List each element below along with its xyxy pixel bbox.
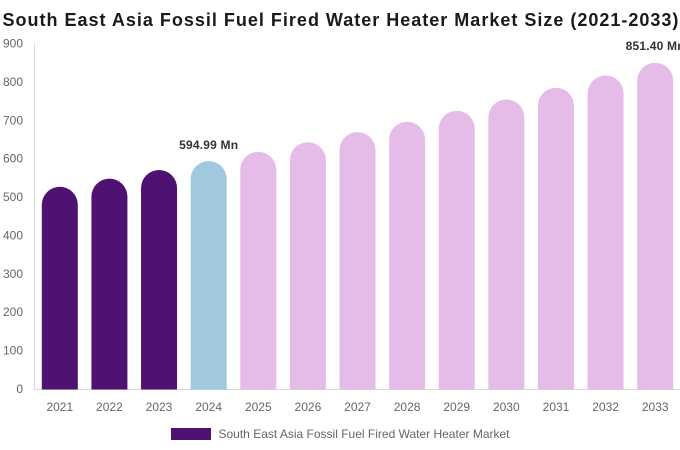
svg-text:900: 900 — [3, 37, 23, 51]
svg-text:300: 300 — [3, 267, 23, 281]
svg-text:2023: 2023 — [146, 400, 173, 414]
svg-text:594.99 Mn: 594.99 Mn — [179, 138, 238, 152]
svg-text:2033: 2033 — [642, 400, 669, 414]
svg-text:2025: 2025 — [245, 400, 272, 414]
svg-text:2026: 2026 — [295, 400, 322, 414]
svg-text:2032: 2032 — [592, 400, 619, 414]
svg-text:South East Asia Fossil Fuel Fi: South East Asia Fossil Fuel Fired Water … — [3, 10, 680, 30]
svg-text:800: 800 — [3, 75, 23, 89]
svg-text:2027: 2027 — [344, 400, 371, 414]
svg-text:2031: 2031 — [543, 400, 570, 414]
svg-text:600: 600 — [3, 152, 23, 166]
svg-text:0: 0 — [16, 382, 23, 396]
svg-text:2022: 2022 — [96, 400, 123, 414]
svg-text:100: 100 — [3, 344, 23, 358]
svg-text:400: 400 — [3, 228, 23, 242]
svg-text:2030: 2030 — [493, 400, 520, 414]
svg-text:2021: 2021 — [46, 400, 73, 414]
svg-text:2029: 2029 — [443, 400, 470, 414]
svg-text:200: 200 — [3, 305, 23, 319]
svg-text:2024: 2024 — [195, 400, 222, 414]
svg-text:500: 500 — [3, 190, 23, 204]
svg-text:2028: 2028 — [394, 400, 421, 414]
svg-text:700: 700 — [3, 113, 23, 127]
svg-text:South East Asia Fossil Fuel Fi: South East Asia Fossil Fuel Fired Water … — [219, 427, 511, 441]
svg-text:851.40 Mn: 851.40 Mn — [626, 39, 680, 53]
